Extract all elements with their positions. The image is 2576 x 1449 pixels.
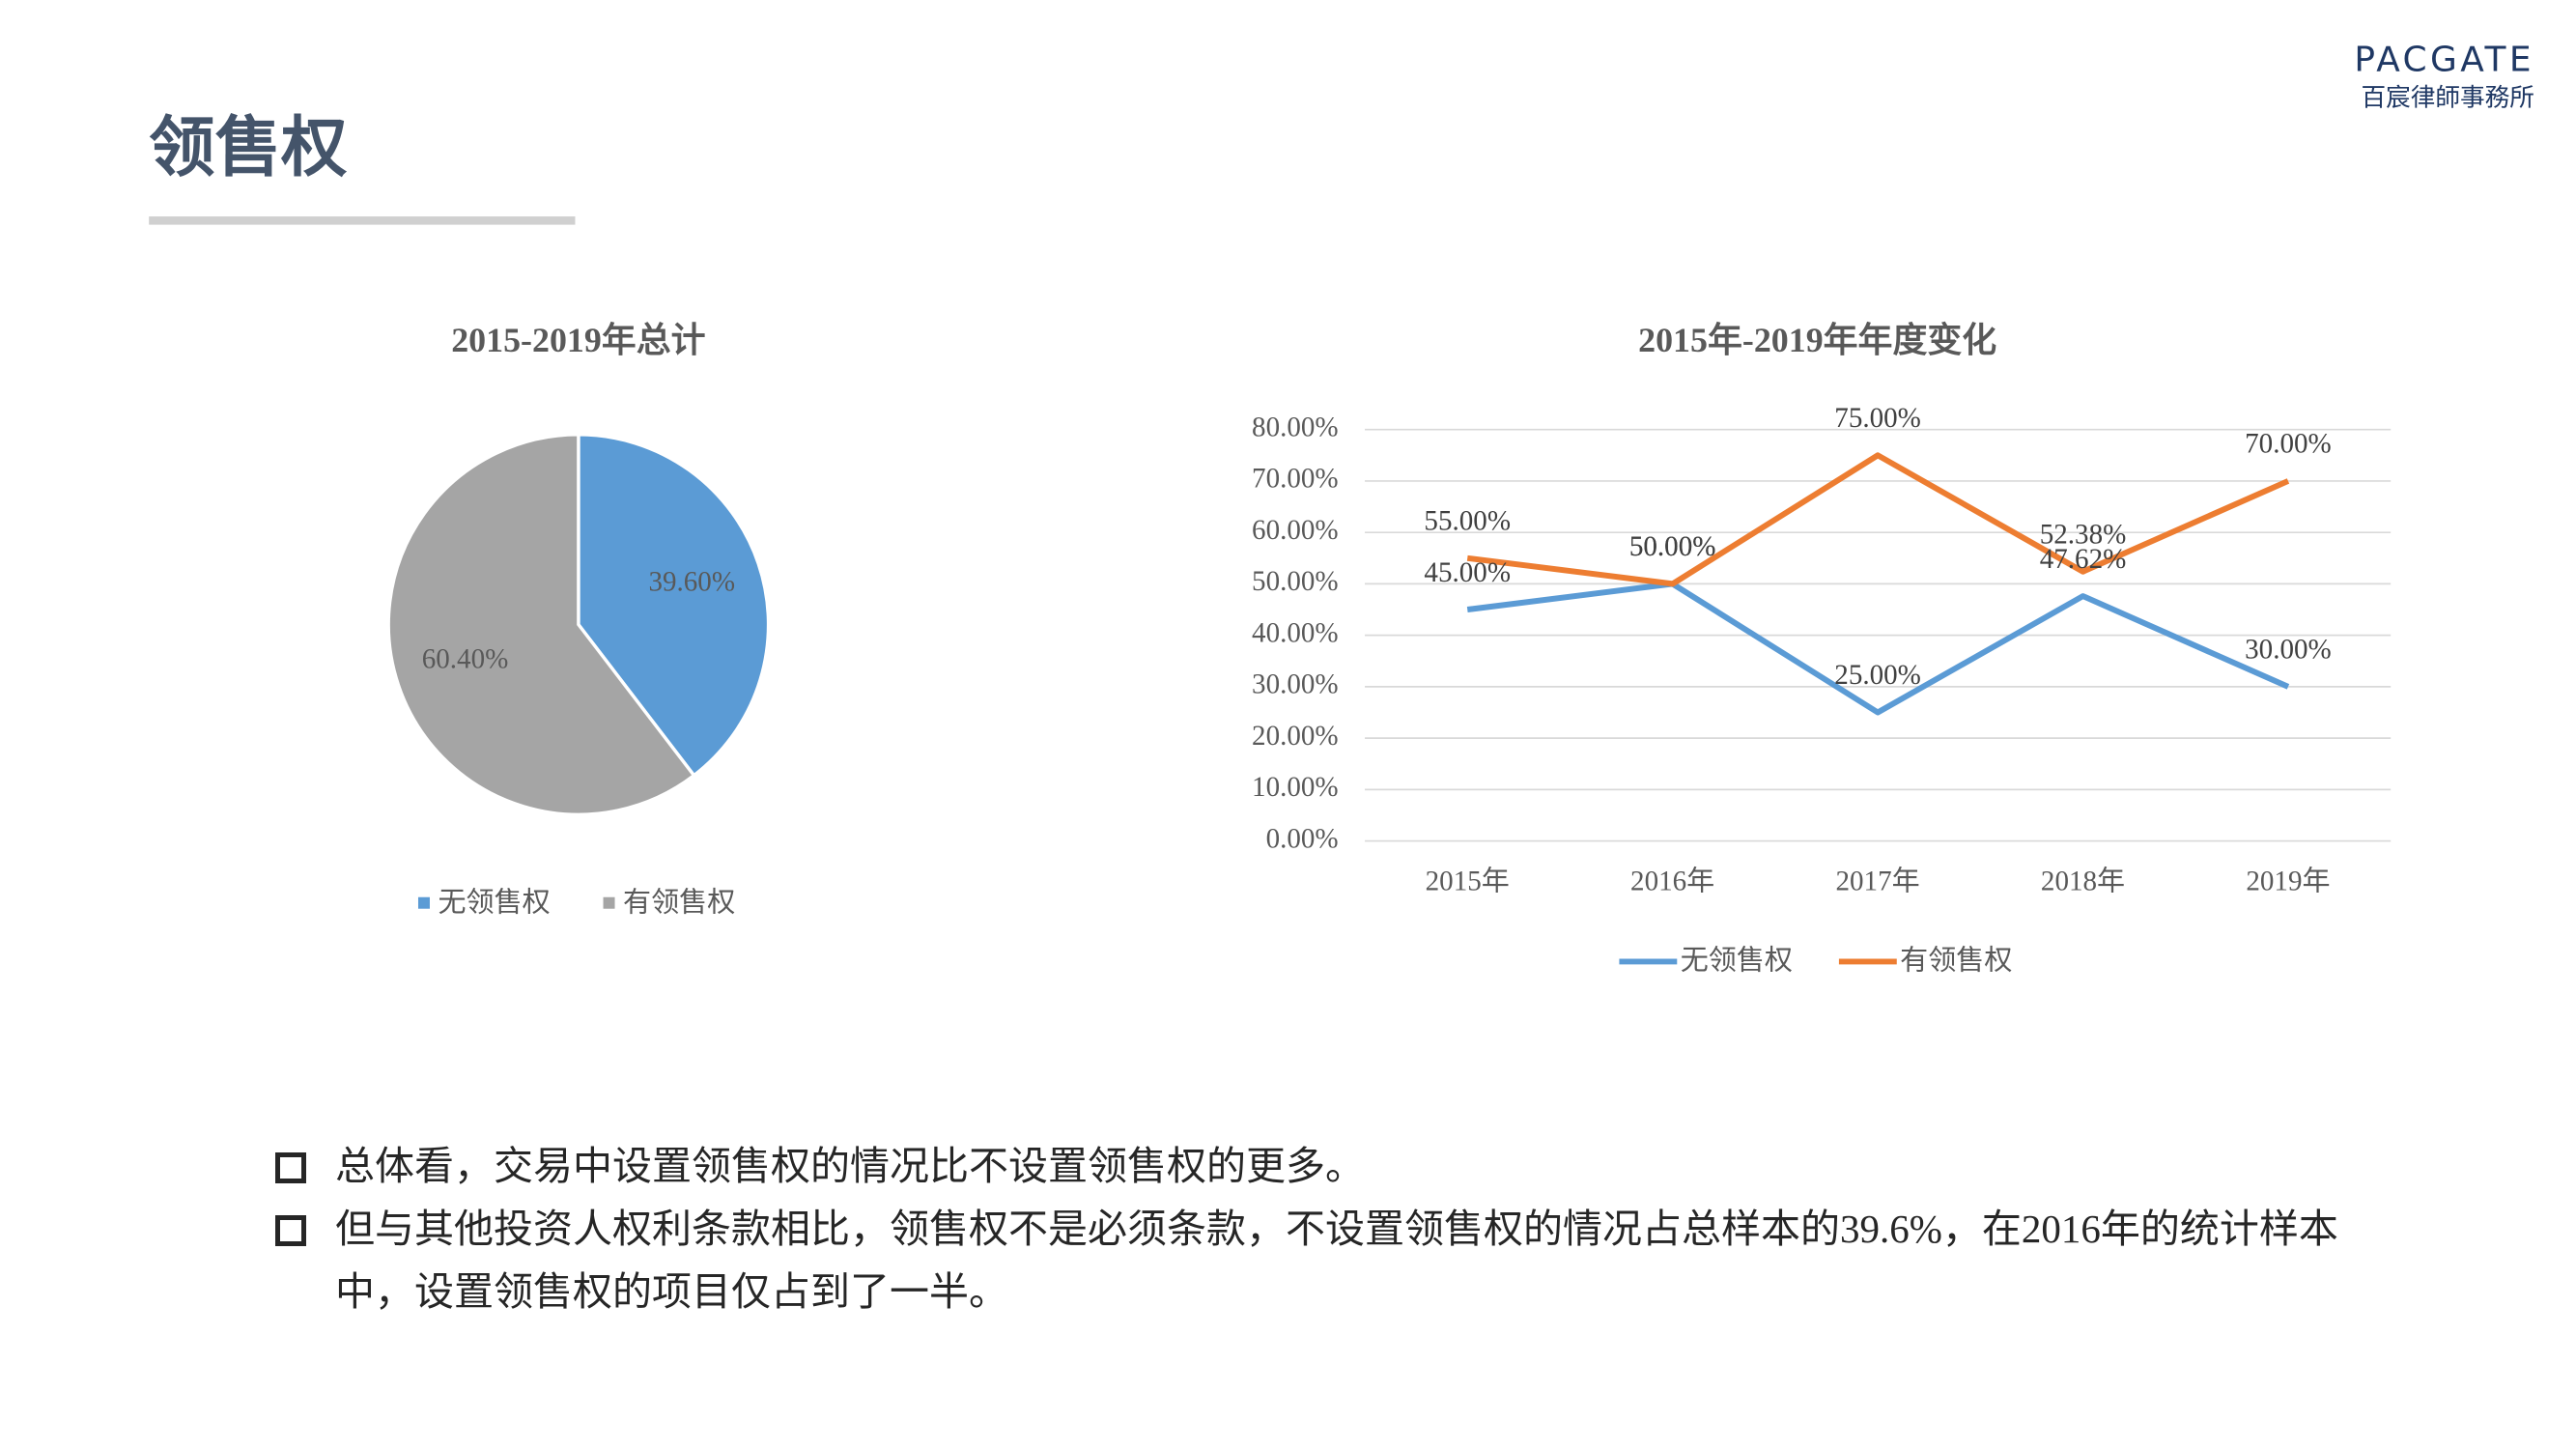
- data-label: 55.00%: [1424, 506, 1511, 537]
- data-label: 52.38%: [2040, 519, 2127, 550]
- x-tick-label: 2015年: [1426, 866, 1510, 897]
- x-tick-label: 2019年: [2246, 866, 2330, 897]
- chart-title: 2015年-2019年年度变化: [1638, 320, 1996, 359]
- bullet-list: 总体看，交易中设置领售权的情况比不设置领售权的更多。但与其他投资人权利条款相比，…: [275, 1135, 2362, 1323]
- bullet-icon: [275, 1215, 306, 1246]
- bullet-text: 但与其他投资人权利条款相比，领售权不是必须条款，不设置领售权的情况占总样本的39…: [335, 1207, 2338, 1314]
- data-label: 39.60%: [648, 567, 735, 598]
- pie-slice: [386, 433, 696, 816]
- x-tick-label: 2017年: [1836, 866, 1920, 897]
- chart-title: 2015-2019年总计: [451, 321, 705, 359]
- y-tick-label: 80.00%: [1252, 412, 1339, 442]
- data-label: 47.62%: [2040, 544, 2127, 575]
- bullet-icon: [275, 1152, 306, 1183]
- series-line: [1466, 581, 2290, 716]
- logo-subtitle: 百宸律師事務所: [2361, 84, 2534, 113]
- legend-label: 无领售权: [1681, 943, 1793, 976]
- bullet: 总体看，交易中设置领售权的情况比不设置领售权的更多。: [275, 1135, 2362, 1198]
- legend-label: 有领售权: [623, 886, 735, 919]
- slide-title: 领售权: [149, 110, 348, 186]
- data-label: 70.00%: [2245, 429, 2332, 460]
- data-label: 25.00%: [1834, 660, 1921, 691]
- title-underline: [149, 216, 576, 225]
- data-label: 50.00%: [1629, 531, 1716, 562]
- bullet: 但与其他投资人权利条款相比，领售权不是必须条款，不设置领售权的情况占总样本的39…: [275, 1198, 2362, 1323]
- legend-swatch: [417, 896, 430, 909]
- pie-slice: [577, 433, 771, 779]
- y-tick-label: 10.00%: [1252, 772, 1339, 803]
- data-label: 45.00%: [1424, 557, 1511, 588]
- y-tick-label: 50.00%: [1252, 566, 1339, 597]
- y-tick-label: 70.00%: [1252, 464, 1339, 495]
- series-line: [1466, 452, 2290, 587]
- data-label: 30.00%: [2245, 635, 2332, 666]
- legend-swatch: [603, 896, 615, 909]
- x-tick-label: 2016年: [1630, 866, 1714, 897]
- data-label: 60.40%: [422, 643, 509, 674]
- y-tick-label: 20.00%: [1252, 721, 1339, 752]
- legend-label: 无领售权: [439, 886, 551, 919]
- legend-label: 有领售权: [1900, 943, 2012, 976]
- y-tick-label: 30.00%: [1252, 669, 1339, 700]
- y-tick-label: 40.00%: [1252, 617, 1339, 648]
- logo: PACGATE: [2354, 40, 2534, 79]
- bullet-text: 总体看，交易中设置领售权的情况比不设置领售权的更多。: [335, 1144, 1365, 1188]
- x-tick-label: 2018年: [2041, 866, 2125, 897]
- y-tick-label: 0.00%: [1266, 823, 1339, 854]
- data-label: 50.00%: [1629, 531, 1716, 562]
- y-tick-label: 60.00%: [1252, 515, 1339, 546]
- data-label: 75.00%: [1834, 403, 1921, 434]
